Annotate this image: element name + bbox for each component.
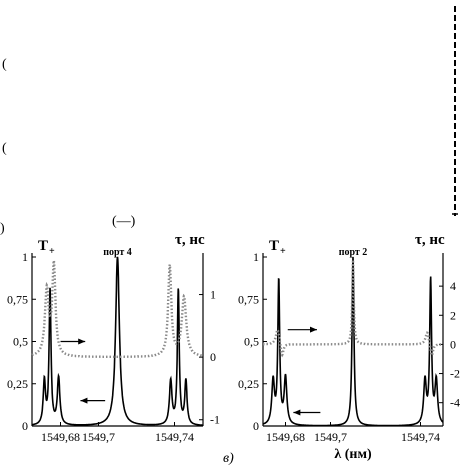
chart-2-left-tick-label: 0 <box>253 419 259 433</box>
top-fragment-2: ( <box>2 141 7 156</box>
chart-2-x-axis-label: λ (нм) <box>334 447 372 462</box>
chart-1-right-axis-label: τ, нс <box>175 232 205 248</box>
chart-1-x-tick-label: 1549,74 <box>155 430 194 444</box>
chart-1-left-axis-sub: + <box>49 246 55 257</box>
chart-1-x-tick-label: 1549,7 <box>82 430 115 444</box>
chart-1-axis-arrow <box>80 397 106 404</box>
chart-1-left-axis-label: T <box>38 238 48 254</box>
chart-2-left-tick-label: 0,5 <box>244 335 259 349</box>
chart-2-transmission-curve <box>262 256 444 427</box>
chart-1-port-annotation: порт 4 <box>103 247 132 258</box>
top-fragment-3: ) <box>0 221 5 236</box>
chart-2-delay-curve <box>263 259 444 358</box>
chart-2-right-tick-label: -4 <box>450 396 460 410</box>
chart-2-left-tick-label: 0,25 <box>238 377 259 391</box>
chart-1-right-tick-label: 0 <box>210 350 216 364</box>
chart-panel-port-2: 0 0,25 0,5 0,75 1 -4 -2 0 2 4 1549,68 1549,7 1549,74… <box>223 232 460 465</box>
chart-2-left-axis-sub: + <box>280 246 286 257</box>
chart-1-x-tick-label: 1549,68 <box>41 430 80 444</box>
chart-1-right-tick-label: -1 <box>210 413 220 427</box>
chart-1-left-tick-label: 0,75 <box>7 292 28 306</box>
chart-2-port-annotation: порт 2 <box>339 247 368 258</box>
top-fragment-1: ( <box>2 57 7 72</box>
chart-2-right-tick-label: -2 <box>450 367 460 381</box>
chart-1-axis-arrow <box>60 338 86 345</box>
chart-2-x-tick-label: 1549,7 <box>314 430 347 444</box>
chart-2-left-axis-label: T <box>269 238 279 254</box>
chart-1-right-tick-label: 1 <box>210 288 216 302</box>
chart-panel-port-4: 0 0,25 0,5 0,75 1 -1 0 1 1549,68 1549,7 1549,74 T + τ… <box>7 232 220 444</box>
chart-1-left-tick-label: 0,5 <box>13 335 28 349</box>
chart-2-right-axis-label: τ, нс <box>415 232 445 248</box>
chart-2-right-tick-label: 2 <box>450 308 456 322</box>
chart-2-right-tick-label: 0 <box>450 337 456 351</box>
chart-2-x-tick-label: 1549,68 <box>266 430 305 444</box>
chart-1-left-tick-label: 0,25 <box>7 377 28 391</box>
top-panel-fragment: ( ( ) (—) <box>0 6 458 236</box>
chart-2-axis-arrow <box>293 409 321 416</box>
chart-2-left-tick-label: 1 <box>253 250 259 264</box>
chart-1-transmission-curve <box>31 256 203 426</box>
chart-1-delay-curve <box>31 257 204 358</box>
chart-1-left-tick-label: 1 <box>22 250 28 264</box>
chart-1-left-tick-label: 0 <box>22 419 28 433</box>
chart-2-panel-label: в) <box>223 451 234 465</box>
chart-2-left-tick-label: 0,75 <box>238 292 259 306</box>
chart-2-right-tick-label: 4 <box>450 279 456 293</box>
chart-2-x-tick-label: 1549,74 <box>401 430 440 444</box>
top-fragment-4: (—) <box>112 214 136 229</box>
chart-2-axis-arrow <box>287 326 317 333</box>
